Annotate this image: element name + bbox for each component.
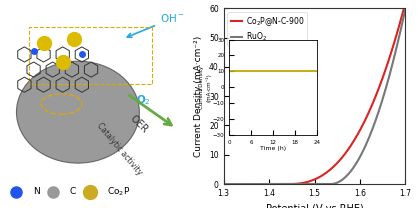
Ellipse shape — [235, 157, 283, 166]
Ellipse shape — [114, 174, 166, 179]
Text: Catalytic activity: Catalytic activity — [94, 121, 143, 177]
Ellipse shape — [336, 103, 370, 114]
Ellipse shape — [350, 155, 418, 163]
Ellipse shape — [100, 183, 122, 194]
Text: N: N — [33, 187, 40, 196]
X-axis label: Time (h): Time (h) — [260, 146, 286, 151]
Ellipse shape — [375, 37, 418, 52]
Ellipse shape — [316, 114, 374, 130]
Text: OH$^-$: OH$^-$ — [127, 12, 185, 37]
Ellipse shape — [125, 113, 174, 121]
Text: OER: OER — [128, 114, 150, 135]
Ellipse shape — [253, 137, 344, 153]
Ellipse shape — [186, 16, 265, 28]
Ellipse shape — [110, 90, 209, 107]
Ellipse shape — [16, 61, 139, 163]
Legend: Co$_2$P@N-C-900, RuO$_2$: Co$_2$P@N-C-900, RuO$_2$ — [227, 12, 307, 46]
Ellipse shape — [360, 63, 418, 75]
Y-axis label: Current Density
(mA·cm⁻²): Current Density (mA·cm⁻²) — [199, 66, 211, 109]
Ellipse shape — [303, 141, 373, 154]
Ellipse shape — [0, 51, 81, 67]
Ellipse shape — [245, 125, 326, 140]
Text: O$_2$: O$_2$ — [136, 93, 151, 107]
Ellipse shape — [315, 160, 395, 178]
Text: C: C — [70, 187, 76, 196]
Ellipse shape — [237, 89, 302, 100]
Text: Co$_2$P: Co$_2$P — [107, 185, 130, 198]
Y-axis label: Current Density (mA·cm⁻²): Current Density (mA·cm⁻²) — [194, 36, 204, 157]
Ellipse shape — [192, 83, 216, 95]
Ellipse shape — [181, 69, 219, 76]
Ellipse shape — [13, 4, 115, 10]
X-axis label: Potential (V vs.RHE): Potential (V vs.RHE) — [266, 203, 363, 208]
